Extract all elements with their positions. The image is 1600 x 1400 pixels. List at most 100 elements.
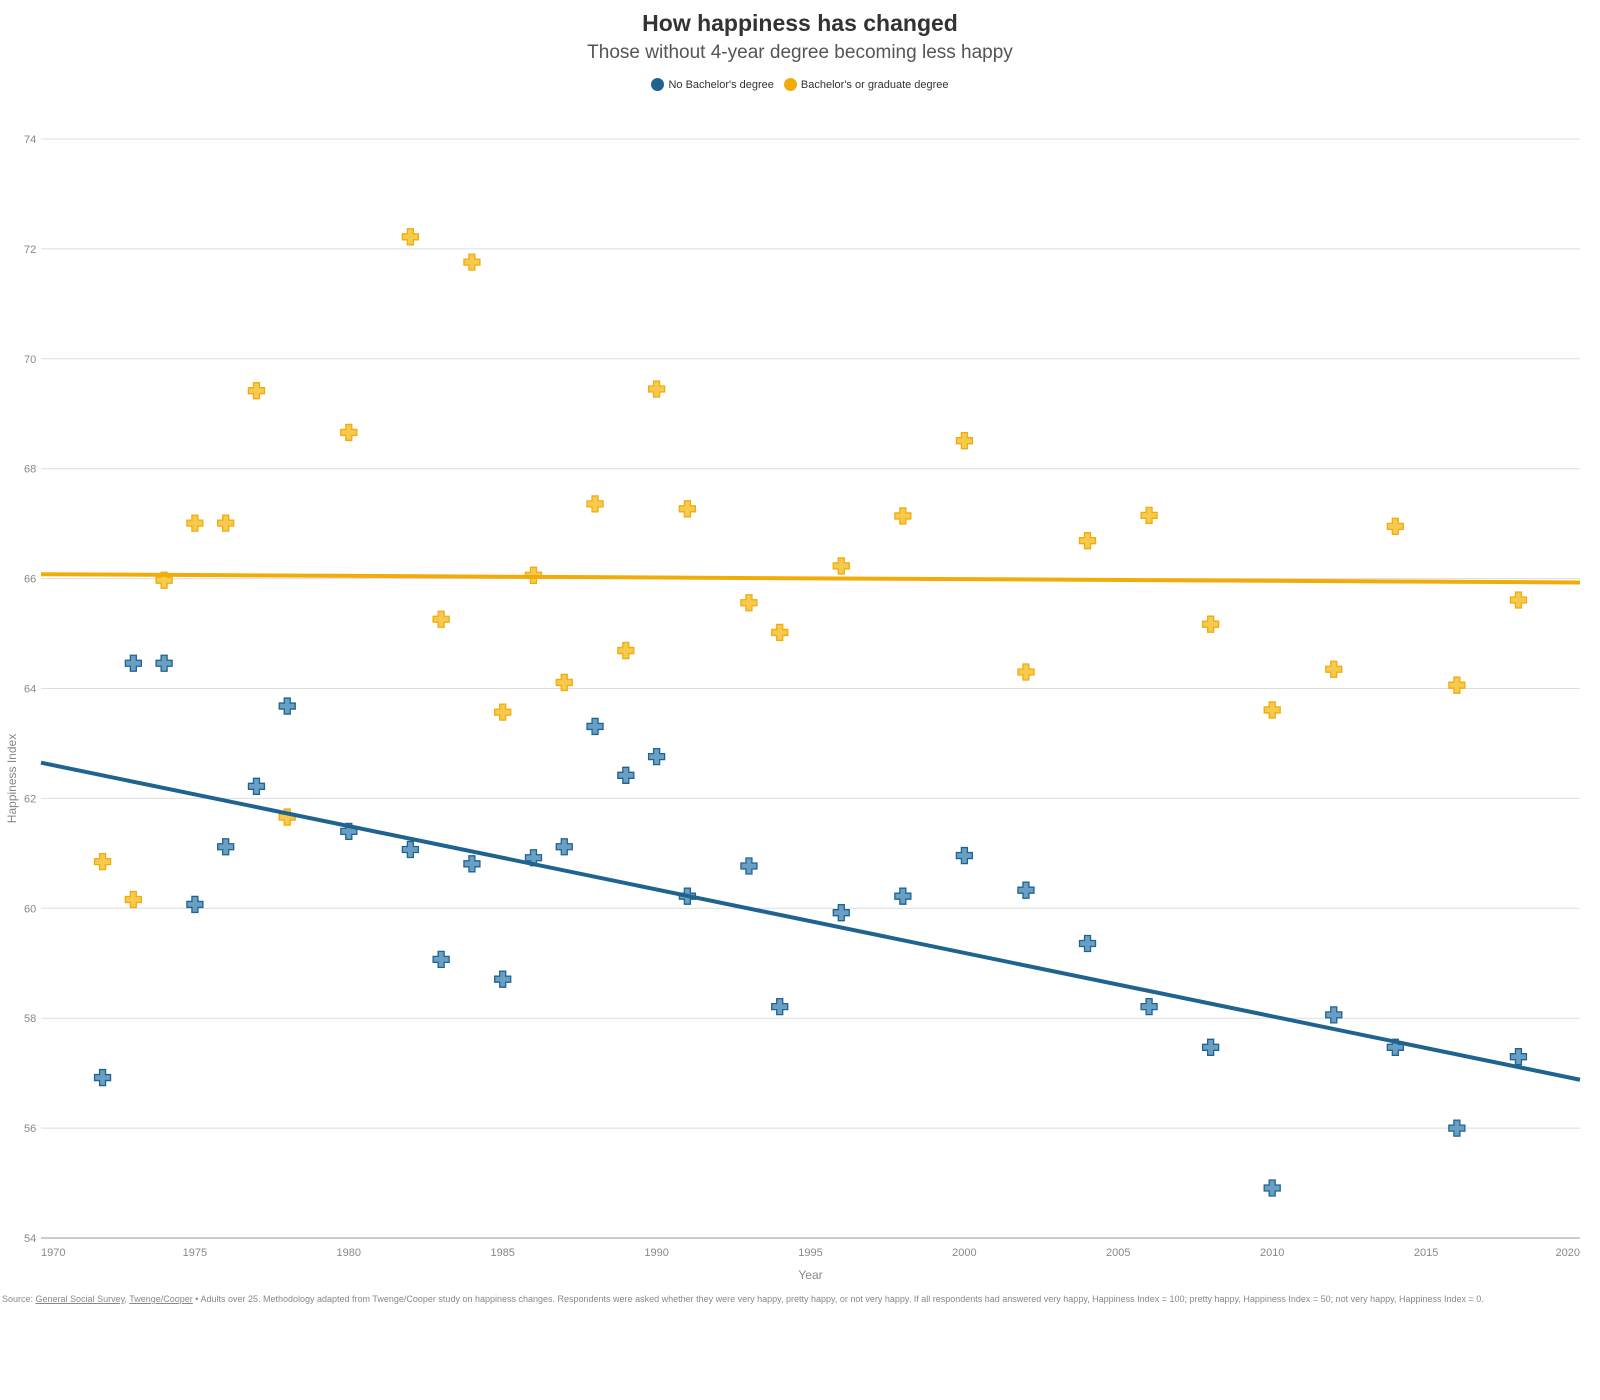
- y-tick-label: 72: [24, 244, 36, 256]
- y-tick-label: 66: [24, 574, 36, 586]
- data-point: [1201, 1038, 1220, 1056]
- x-tick-label: 2015: [1414, 1247, 1438, 1259]
- data-point: [217, 514, 235, 532]
- x-tick-label: 1975: [183, 1247, 207, 1259]
- data-point: [1325, 1006, 1343, 1024]
- data-point: [1078, 532, 1097, 550]
- data-point: [832, 557, 850, 575]
- source-link-gss[interactable]: General Social Survey: [35, 1294, 125, 1304]
- data-point: [1325, 660, 1343, 678]
- data-point: [1263, 1179, 1281, 1197]
- data-point: [771, 623, 789, 642]
- data-point: [340, 423, 358, 442]
- data-point: [832, 904, 850, 922]
- data-point: [463, 253, 481, 271]
- x-tick-label: 1985: [490, 1247, 514, 1259]
- data-point: [1201, 615, 1220, 633]
- x-axis-label: Year: [798, 1268, 822, 1282]
- data-point: [617, 641, 635, 660]
- legend-label: No Bachelor's degree: [668, 78, 774, 91]
- data-point: [647, 380, 666, 398]
- data-point: [1140, 998, 1158, 1016]
- data-point: [432, 610, 450, 628]
- data-point: [555, 838, 573, 856]
- y-tick-label: 68: [24, 464, 36, 476]
- data-point: [124, 890, 142, 909]
- x-tick-label: 2020: [1556, 1247, 1580, 1259]
- data-point: [1263, 701, 1281, 719]
- data-point: [124, 654, 142, 672]
- legend-swatch: [783, 78, 797, 91]
- data-point: [186, 895, 204, 914]
- chart-subtitle: Those without 4-year degree becoming les…: [587, 42, 1013, 63]
- data-point: [1017, 663, 1035, 681]
- data-point: [93, 852, 112, 871]
- data-point: [1509, 591, 1528, 609]
- data-point: [93, 1068, 112, 1087]
- data-point: [1448, 1119, 1466, 1137]
- legend-item-no-bachelors[interactable]: No Bachelor's degree: [651, 78, 774, 91]
- y-tick-label: 64: [24, 684, 36, 696]
- data-point: [894, 507, 912, 525]
- data-point: [586, 495, 604, 513]
- data-point: [463, 855, 481, 873]
- data-point: [1448, 676, 1466, 694]
- y-tick-label: 54: [24, 1233, 36, 1245]
- trend-line: [40, 760, 1581, 1082]
- source-sep: ,: [124, 1294, 130, 1304]
- x-tick-label: 1990: [644, 1247, 668, 1259]
- source-text: • Adults over 25. Methodology adapted fr…: [192, 1294, 1484, 1304]
- data-point: [771, 998, 789, 1016]
- data-point: [494, 970, 512, 988]
- data-point: [647, 747, 666, 766]
- chart-title: How happiness has changed: [642, 10, 958, 36]
- data-point: [740, 857, 758, 875]
- y-tick-label: 58: [24, 1013, 36, 1025]
- data-point: [740, 594, 758, 612]
- x-tick-label: 1995: [798, 1247, 822, 1259]
- data-point: [1140, 506, 1158, 525]
- data-point: [555, 673, 573, 692]
- data-point: [586, 717, 604, 736]
- data-point: [217, 838, 235, 856]
- scatter-plot: 54 56 58 60 62 64 66 68 70 72 74 1970 1975 1980 1985 19…: [5, 134, 1581, 1282]
- data-point: [494, 703, 512, 721]
- source-note: Source: General Social Survey, Twenge/Co…: [2, 1294, 1484, 1304]
- data-point: [894, 887, 912, 905]
- data-point: [155, 654, 173, 672]
- data-point: [401, 228, 420, 246]
- x-tick-label: 2000: [952, 1247, 976, 1259]
- trend-line: [40, 572, 1581, 585]
- data-point: [186, 514, 204, 532]
- x-tick-label: 2010: [1260, 1247, 1284, 1259]
- y-axis-label: Happiness Index: [5, 734, 19, 823]
- data-point: [401, 840, 420, 859]
- data-point: [1386, 517, 1404, 536]
- legend-item-bachelors[interactable]: Bachelor's or graduate degree: [783, 78, 949, 91]
- data-point: [1078, 934, 1097, 953]
- y-tick-label: 70: [24, 354, 36, 366]
- data-point: [1017, 881, 1035, 899]
- legend: No Bachelor's degree Bachelor's or gradu…: [0, 78, 1600, 91]
- x-tick-label: 1980: [337, 1247, 361, 1259]
- y-tick-label: 60: [24, 903, 36, 915]
- y-tick-label: 56: [24, 1123, 36, 1135]
- data-point: [1509, 1048, 1528, 1066]
- data-point: [432, 950, 450, 969]
- data-point: [678, 500, 697, 518]
- y-tick-label: 74: [24, 134, 36, 146]
- data-point: [278, 697, 296, 715]
- y-tick-label: 62: [24, 793, 36, 805]
- x-tick-label: 2005: [1106, 1247, 1130, 1259]
- data-point: [247, 777, 266, 795]
- data-point: [955, 846, 974, 865]
- data-point: [955, 432, 974, 450]
- source-prefix: Source:: [2, 1294, 36, 1304]
- data-point: [617, 766, 635, 784]
- data-point: [155, 571, 173, 589]
- source-link-twenge[interactable]: Twenge/Cooper: [129, 1294, 193, 1304]
- legend-label: Bachelor's or graduate degree: [800, 78, 949, 91]
- x-tick-label: 1970: [41, 1247, 65, 1259]
- data-point: [247, 382, 266, 400]
- legend-swatch: [651, 78, 665, 91]
